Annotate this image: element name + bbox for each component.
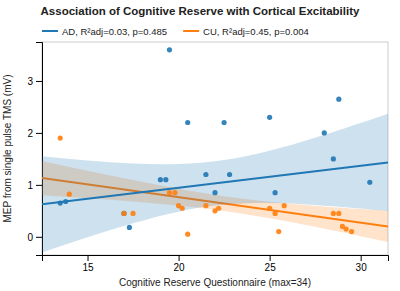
point [58,200,63,205]
y-tick: 2 [27,128,42,139]
point [336,97,341,102]
x-axis: 15 20 25 30 [43,255,389,273]
y-tick: 3 [27,76,42,87]
point [158,177,163,182]
point [127,225,132,230]
point [180,206,185,211]
point [185,120,190,125]
point [185,232,190,237]
x-tick-label: 30 [356,262,368,273]
regression-line [42,163,388,205]
x-tick-mark [88,255,89,261]
y-axis-title: MEP from single pulse TMS (mV) [2,74,13,222]
point [331,156,336,161]
x-tick: 25 [265,255,277,273]
point [272,211,277,216]
point [203,172,208,177]
y-tick: 0 [27,232,42,243]
y-tick-label: 1 [27,180,33,191]
x-tick: 30 [356,255,368,273]
chart: 15 20 25 30 0 1 2 3 Association of Cognitive Res… [0,0,400,291]
legend-label: AD, R²adj=0.03, p=0.485 [62,26,167,37]
point [344,226,349,231]
confidence-band [42,114,388,253]
plot-frame [42,42,388,255]
x-tick-mark [179,255,180,261]
x-tick-label: 25 [265,262,277,273]
legend: AD, R²adj=0.03, p=0.485 CU, R²adj=0.45, p… [42,26,309,37]
point [282,203,287,208]
point [267,206,272,211]
x-tick-mark [270,255,271,261]
x-tick-mark [361,255,362,261]
point [167,190,172,195]
x-tick: 15 [82,255,94,273]
y-tick: 1 [27,180,42,191]
plot-area [42,47,388,252]
x-axis-line [43,256,389,262]
y-tick-label: 2 [27,128,33,139]
point [58,136,63,141]
point [331,211,336,216]
point [121,211,126,216]
y-axis-line [36,43,43,256]
point [222,120,227,125]
point [267,115,272,120]
point [216,206,221,211]
point [130,211,135,216]
x-tick-label: 20 [174,262,186,273]
x-axis-title: Cognitive Reserve Questionnaire (max=34) [119,277,311,288]
point [349,229,354,234]
y-tick-mark [36,185,42,186]
point [272,190,277,195]
point [227,172,232,177]
point-group [58,47,373,230]
point [203,203,208,208]
x-tick: 20 [174,255,186,273]
x-tick-label: 15 [82,262,94,273]
legend-item: CU, R²adj=0.45, p=0.004 [183,26,309,37]
point [336,211,341,216]
legend-swatch [183,30,199,32]
point [163,177,168,182]
point [172,190,177,195]
point [276,229,281,234]
point [212,190,217,195]
y-axis: 0 1 2 3 [27,43,42,256]
y-tick-mark [36,133,42,134]
y-tick-mark [36,237,42,238]
point [63,199,68,204]
point [121,211,126,216]
y-tick-label: 3 [27,76,33,87]
point [367,180,372,185]
y-tick-label: 0 [27,232,33,243]
title: Association of Cognitive Reserve with Co… [41,5,360,17]
legend-label: CU, R²adj=0.45, p=0.004 [203,26,309,37]
y-tick-mark [36,81,42,82]
legend-swatch [42,30,58,32]
legend-item: AD, R²adj=0.03, p=0.485 [42,26,167,37]
point-group [58,136,355,237]
point [322,130,327,135]
point [67,192,72,197]
point [167,47,172,52]
